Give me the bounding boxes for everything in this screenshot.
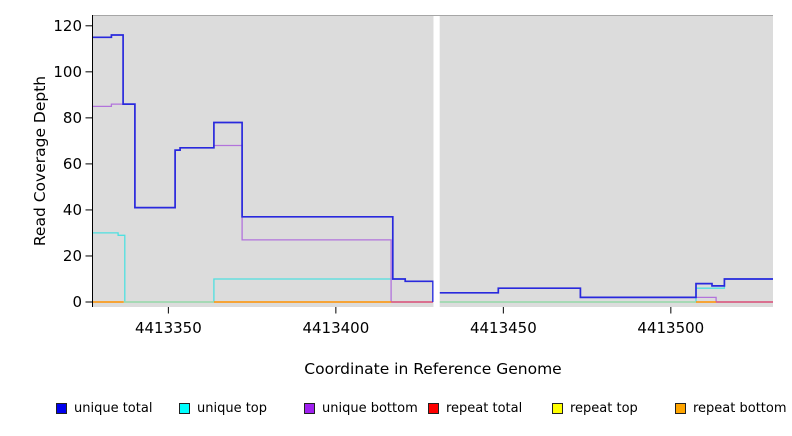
legend-swatch-icon [428,402,439,414]
legend-item-repeat-top: repeat top [552,399,638,417]
legend-item-unique-top: unique top [179,399,267,417]
legend-item-repeat-bottom: repeat bottom [675,399,787,417]
x-axis-title: Coordinate in Reference Genome [304,360,561,378]
plot-background [93,15,773,307]
y-tick-label: 40 [63,201,82,219]
legend-label: unique top [197,400,268,416]
legend-swatch-icon [56,402,67,414]
legend-swatch-icon [179,402,190,414]
x-tick-label: 4413350 [135,319,202,337]
x-tick-label: 4413450 [470,319,537,337]
legend-item-unique-bottom: unique bottom [304,399,418,417]
series-unique-total-line [439,278,773,299]
y-tick-label: 100 [53,63,82,81]
y-tick-label: 60 [63,155,82,173]
x-tick-label: 4413500 [637,319,704,337]
y-tick-label: 120 [53,17,82,35]
legend-swatch-icon [552,402,563,414]
y-axis-title: Read Coverage Depth [31,76,49,246]
legend-label: repeat bottom [693,400,787,416]
legend-label: repeat total [446,400,523,416]
legend-item-repeat-total: repeat total [428,399,522,417]
series-unique-total-line [93,34,434,302]
legend-label: unique total [74,400,153,416]
y-tick-label: 20 [63,247,82,265]
x-tick-label: 4413400 [302,319,369,337]
legend-item-unique-total: unique total [56,399,152,417]
y-tick-label: 0 [72,293,82,311]
legend: unique total unique top unique bottom repea… [0,399,792,419]
gap-band [433,16,440,307]
legend-label: unique bottom [322,400,418,416]
legend-swatch-icon [304,402,315,414]
y-tick-label: 80 [63,109,82,127]
legend-swatch-icon [675,402,686,414]
legend-label: repeat top [570,400,638,416]
